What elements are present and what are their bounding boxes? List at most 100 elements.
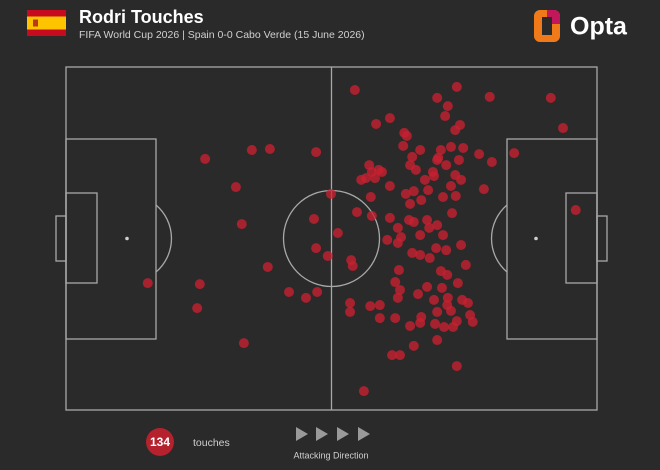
- touch-point: [405, 320, 416, 331]
- pitch: [55, 66, 608, 411]
- touch-point: [432, 92, 443, 103]
- touch-point: [365, 191, 376, 202]
- touch-point: [458, 142, 469, 153]
- touch-point: [311, 147, 322, 158]
- touch-point: [455, 119, 466, 130]
- touch-point: [345, 297, 356, 308]
- touch-point: [442, 101, 453, 112]
- touch-point: [435, 266, 446, 277]
- touch-point: [358, 386, 369, 397]
- touch-point: [200, 153, 211, 164]
- touch-point: [236, 219, 247, 230]
- touch-point: [408, 217, 419, 228]
- touch-point: [408, 186, 419, 197]
- direction-label: Attacking Direction: [293, 450, 368, 460]
- touch-point: [325, 188, 336, 199]
- touch-point: [441, 245, 452, 256]
- touch-point: [393, 265, 404, 276]
- total-value: 134: [150, 435, 170, 449]
- touch-point: [415, 249, 426, 260]
- touch-point: [465, 309, 476, 320]
- touch-point: [356, 174, 367, 185]
- flag: [27, 10, 66, 36]
- touch-point: [430, 318, 441, 329]
- logo-text: Opta: [570, 13, 628, 41]
- touch-point: [415, 145, 426, 156]
- logo: Opta: [534, 10, 628, 42]
- touch-point: [509, 148, 520, 159]
- touch-point: [262, 261, 273, 272]
- touch-point: [460, 259, 471, 270]
- touch-point: [410, 164, 421, 175]
- touch-point: [374, 300, 385, 311]
- touch-point: [439, 321, 450, 332]
- touch-point: [308, 213, 319, 224]
- touch-point: [396, 232, 407, 243]
- touch-point: [230, 182, 241, 193]
- touch-point: [445, 305, 456, 316]
- touch-point: [416, 312, 427, 323]
- touch-point: [322, 250, 333, 261]
- penalty-spot: [125, 236, 129, 241]
- touch-point: [349, 84, 360, 95]
- touch-point: [384, 113, 395, 124]
- touch-point: [384, 212, 395, 223]
- touch-point: [448, 321, 459, 332]
- touch-point: [436, 282, 447, 293]
- touch-point: [351, 207, 362, 218]
- touch-point: [408, 340, 419, 351]
- touch-point: [332, 228, 343, 239]
- touch-point: [457, 294, 468, 305]
- touch-point: [432, 220, 443, 231]
- touch-point: [311, 243, 322, 254]
- touch-point: [428, 294, 439, 305]
- total-badge: [146, 428, 174, 456]
- touch-point: [558, 123, 569, 134]
- touch-point: [407, 151, 418, 162]
- touch-point: [433, 152, 444, 163]
- touch-point: [445, 141, 456, 152]
- touch-point: [301, 292, 312, 303]
- touch-point: [438, 191, 449, 202]
- touch-point: [478, 184, 489, 195]
- touches-layer: [142, 81, 581, 397]
- touch-point: [431, 243, 442, 254]
- touch-point: [371, 118, 382, 129]
- touch-point: [390, 313, 401, 324]
- touch-point: [370, 173, 381, 184]
- touch-point: [451, 361, 462, 372]
- touch-point: [413, 289, 424, 300]
- touch-point: [345, 306, 356, 317]
- touch-point: [440, 111, 451, 122]
- touch-point: [238, 338, 249, 349]
- touch-point: [415, 230, 426, 241]
- touch-point: [570, 205, 581, 216]
- touch-point: [432, 306, 443, 317]
- touch-point: [312, 287, 323, 298]
- touch-point: [405, 198, 416, 209]
- direction-arrows: [296, 427, 370, 441]
- touch-point: [142, 278, 153, 289]
- touch-point: [400, 188, 411, 199]
- touch-point: [392, 222, 403, 233]
- touch-point: [390, 277, 401, 288]
- touch-point: [486, 157, 497, 168]
- touch-point: [407, 247, 418, 258]
- touch-point: [366, 210, 377, 221]
- touch-point: [456, 240, 467, 251]
- touch-point: [382, 234, 393, 245]
- touch-point: [424, 253, 435, 264]
- touch-point: [347, 260, 358, 271]
- touch-point: [194, 279, 205, 290]
- total-label: touches: [193, 437, 230, 449]
- touch-point: [441, 160, 452, 171]
- touch-point: [392, 292, 403, 303]
- touch-point: [450, 190, 461, 201]
- touch-point: [545, 92, 556, 103]
- touch-point: [452, 278, 463, 289]
- touch-point: [401, 130, 412, 141]
- touch-point: [451, 81, 462, 92]
- touch-point: [432, 335, 443, 346]
